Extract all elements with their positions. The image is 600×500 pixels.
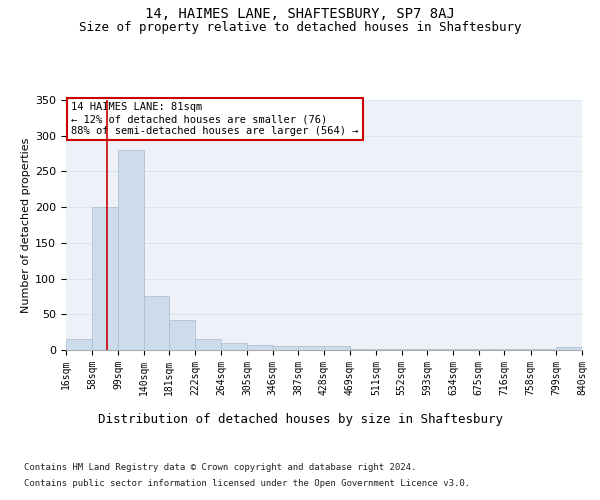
Bar <box>376 348 401 350</box>
Bar <box>143 296 169 350</box>
Bar <box>401 348 427 350</box>
Bar <box>221 343 247 350</box>
Text: Size of property relative to detached houses in Shaftesbury: Size of property relative to detached ho… <box>79 21 521 34</box>
Bar <box>324 346 350 350</box>
Bar <box>66 340 92 350</box>
Bar <box>92 207 118 350</box>
Bar <box>350 348 376 350</box>
Y-axis label: Number of detached properties: Number of detached properties <box>21 138 31 312</box>
Bar <box>272 346 298 350</box>
Bar <box>556 347 582 350</box>
Bar <box>118 150 143 350</box>
Bar <box>247 345 272 350</box>
Text: 14, HAIMES LANE, SHAFTESBURY, SP7 8AJ: 14, HAIMES LANE, SHAFTESBURY, SP7 8AJ <box>145 8 455 22</box>
Text: 14 HAIMES LANE: 81sqm
← 12% of detached houses are smaller (76)
88% of semi-deta: 14 HAIMES LANE: 81sqm ← 12% of detached … <box>71 102 359 136</box>
Text: Contains public sector information licensed under the Open Government Licence v3: Contains public sector information licen… <box>24 479 470 488</box>
Bar <box>169 320 195 350</box>
Text: Contains HM Land Registry data © Crown copyright and database right 2024.: Contains HM Land Registry data © Crown c… <box>24 462 416 471</box>
Bar <box>195 340 221 350</box>
Text: Distribution of detached houses by size in Shaftesbury: Distribution of detached houses by size … <box>97 412 503 426</box>
Bar <box>298 346 324 350</box>
